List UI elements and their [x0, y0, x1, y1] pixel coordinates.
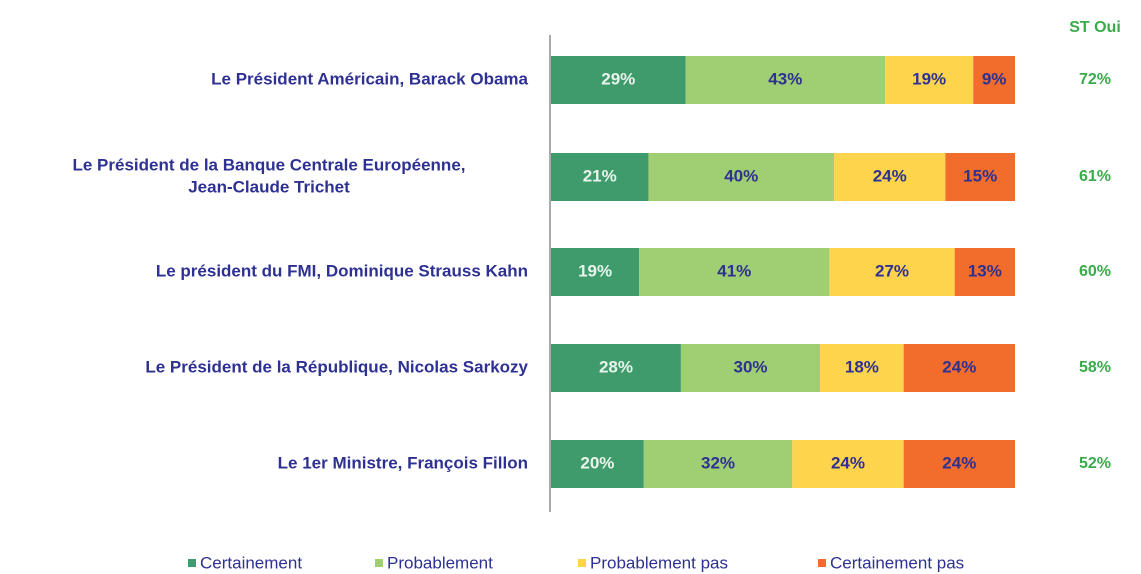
- bar-segment: [648, 153, 835, 201]
- legend-swatch: [578, 559, 586, 567]
- bar-segment: [551, 56, 686, 104]
- data-label: 41%: [717, 261, 751, 280]
- data-label: 32%: [701, 453, 735, 472]
- data-label: 13%: [968, 261, 1002, 280]
- legend-swatch: [375, 559, 383, 567]
- data-label: 19%: [912, 69, 946, 88]
- data-label: 18%: [845, 357, 879, 376]
- legend-swatch: [818, 559, 826, 567]
- data-label: 19%: [578, 261, 612, 280]
- total-label: 52%: [1079, 455, 1111, 472]
- category-label: Le Président de la Banque Centrale Europ…: [73, 155, 466, 174]
- bar-segment: [973, 56, 1015, 104]
- data-label: 29%: [601, 69, 635, 88]
- data-label: 24%: [942, 357, 976, 376]
- data-label: 24%: [831, 453, 865, 472]
- bar-segment: [551, 248, 640, 296]
- legend-swatch: [188, 559, 196, 567]
- category-label: Le président du FMI, Dominique Strauss K…: [156, 261, 528, 280]
- bar-segment: [885, 56, 974, 104]
- legend-label: Probablement: [387, 553, 493, 572]
- bar-segment: [639, 248, 830, 296]
- data-label: 43%: [768, 69, 802, 88]
- bar-segment: [954, 248, 1015, 296]
- bar-segment: [643, 440, 793, 488]
- data-label: 28%: [599, 357, 633, 376]
- total-label: 61%: [1079, 168, 1111, 185]
- legend-label: Probablement pas: [590, 553, 728, 572]
- data-label: 30%: [734, 357, 768, 376]
- data-label: 24%: [873, 166, 907, 185]
- category-label: Le Président Américain, Barack Obama: [211, 69, 528, 88]
- total-label: 72%: [1079, 71, 1111, 88]
- bar-segment: [792, 440, 904, 488]
- total-label: 60%: [1079, 263, 1111, 280]
- bar-segment: [834, 153, 946, 201]
- category-label: Jean-Claude Trichet: [188, 177, 350, 196]
- category-label: Le Président de la République, Nicolas S…: [145, 357, 528, 376]
- totals-title: ST Oui: [1069, 19, 1121, 36]
- data-label: 20%: [580, 453, 614, 472]
- bar-segment: [551, 440, 644, 488]
- bar-segment: [820, 344, 904, 392]
- bar-segment: [903, 344, 1015, 392]
- category-label: Le 1er Ministre, François Fillon: [278, 453, 528, 472]
- data-label: 9%: [982, 69, 1007, 88]
- data-label: 24%: [942, 453, 976, 472]
- bar-segment: [829, 248, 955, 296]
- bar-segment: [680, 344, 821, 392]
- data-label: 21%: [583, 166, 617, 185]
- bar-segment: [685, 56, 886, 104]
- total-label: 58%: [1079, 359, 1111, 376]
- data-label: 40%: [724, 166, 758, 185]
- legend-label: Certainement pas: [830, 553, 964, 572]
- bar-segment: [903, 440, 1015, 488]
- bar-segment: [551, 344, 681, 392]
- bar-segment: [945, 153, 1015, 201]
- data-label: 15%: [963, 166, 997, 185]
- data-label: 27%: [875, 261, 909, 280]
- bar-segment: [551, 153, 649, 201]
- legend-label: Certainement: [200, 553, 302, 572]
